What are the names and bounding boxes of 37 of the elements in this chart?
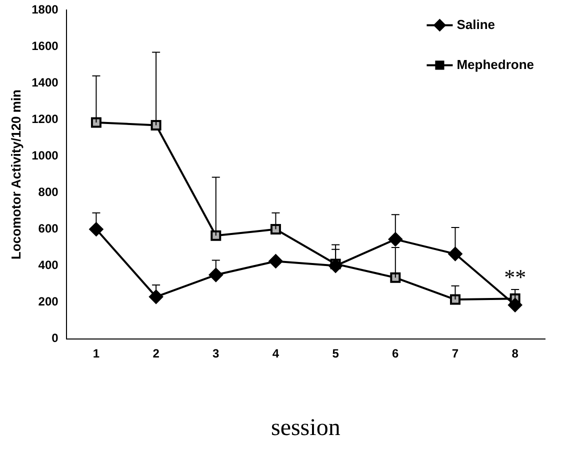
x-axis-title: session	[270, 414, 340, 441]
point	[388, 232, 402, 246]
legend-label: Saline	[456, 16, 496, 32]
point	[328, 258, 343, 273]
point	[208, 268, 223, 282]
x-tick-label: 8	[512, 346, 519, 360]
y-tick-label: 1200	[32, 112, 59, 126]
point	[450, 294, 460, 305]
y-tick-label: 200	[38, 294, 59, 309]
y-tick-label: 0	[52, 331, 59, 346]
point	[149, 290, 164, 304]
x-tick-label: 4	[272, 346, 280, 360]
annotation: **	[504, 264, 526, 290]
y-tick-label: 1800	[32, 2, 59, 17]
point	[390, 272, 401, 283]
y-tick-label: 400	[38, 258, 59, 272]
point	[268, 254, 283, 268]
x-tick-label: 6	[392, 346, 400, 360]
y-tick-label: 800	[38, 185, 59, 200]
legend-label: Mephedrone	[456, 56, 534, 72]
x-tick-label: 3	[212, 346, 220, 360]
x-tick-label: 7	[452, 346, 459, 360]
x-tick-label: 5	[332, 346, 340, 360]
x-tick-label: 1	[92, 346, 100, 360]
y-tick-label: 600	[38, 222, 59, 236]
y-tick-label: 1400	[32, 76, 59, 90]
point	[448, 246, 462, 261]
y-tick-label: 1000	[32, 148, 59, 163]
y-tick-label: 1600	[32, 39, 59, 54]
point	[90, 117, 102, 128]
point	[210, 230, 222, 241]
y-axis-title: Locomotor Activity/120 min	[8, 89, 24, 260]
point	[89, 222, 104, 236]
point	[150, 120, 162, 130]
x-tick-label: 2	[152, 346, 160, 360]
point	[270, 224, 281, 235]
point	[508, 298, 522, 312]
